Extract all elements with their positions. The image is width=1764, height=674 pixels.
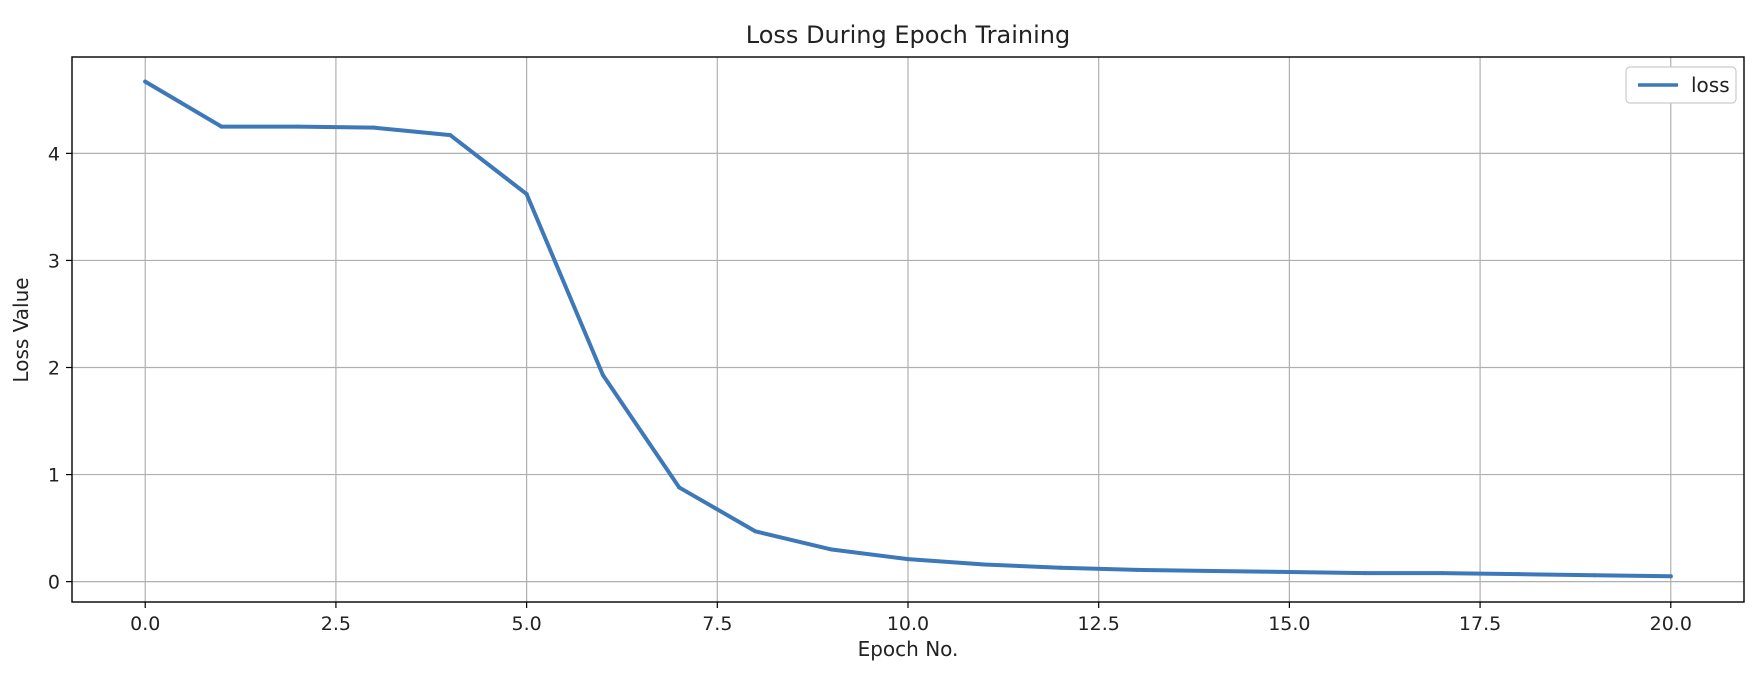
data-point <box>906 557 910 562</box>
x-tick-label: 0.0 <box>130 613 160 635</box>
y-tick-label: 3 <box>48 250 60 272</box>
data-point <box>1134 567 1139 572</box>
data-point <box>524 192 529 197</box>
data-point <box>1516 572 1521 577</box>
data-point <box>1211 568 1216 573</box>
y-tick-label: 2 <box>48 358 60 380</box>
data-point <box>372 125 377 130</box>
x-tick-label: 12.5 <box>1078 613 1120 635</box>
y-tick-label: 4 <box>48 143 60 165</box>
legend: loss <box>1625 66 1737 104</box>
data-point <box>143 79 148 84</box>
data-point <box>448 133 453 138</box>
data-point <box>1439 571 1444 576</box>
grid-lines <box>72 57 1744 602</box>
y-axis-label: Loss Value <box>9 277 33 382</box>
y-axis-ticks: 0 1 2 3 4 <box>48 143 72 594</box>
legend-box <box>1625 66 1737 104</box>
x-tick-label: 17.5 <box>1459 613 1501 635</box>
x-tick-label: 20.0 <box>1650 613 1692 635</box>
data-point <box>600 373 605 378</box>
legend-label-loss: loss <box>1691 73 1730 97</box>
y-tick-label: 0 <box>48 572 60 594</box>
x-tick-label: 7.5 <box>702 613 732 635</box>
data-point <box>677 485 682 490</box>
x-axis-ticks: 0.0 2.5 5.0 7.5 10.0 12.5 15.0 17.5 20.0 <box>130 602 1692 635</box>
data-point <box>982 562 987 567</box>
x-tick-label: 2.5 <box>321 613 351 635</box>
data-point <box>1287 570 1292 575</box>
x-axis-label: Epoch No. <box>858 637 959 661</box>
data-point <box>753 529 758 534</box>
data-point <box>1668 574 1673 579</box>
data-point <box>1058 565 1063 570</box>
x-tick-label: 15.0 <box>1268 613 1310 635</box>
series-layer <box>143 79 1673 579</box>
y-tick-label: 1 <box>48 465 60 487</box>
data-point <box>1363 571 1368 576</box>
chart-title: Loss During Epoch Training <box>746 21 1070 49</box>
data-point <box>1592 573 1597 578</box>
data-point <box>219 124 224 129</box>
x-tick-label: 5.0 <box>512 613 542 635</box>
x-tick-label: 10.0 <box>887 613 929 635</box>
data-point <box>295 124 300 129</box>
data-point <box>829 547 834 552</box>
